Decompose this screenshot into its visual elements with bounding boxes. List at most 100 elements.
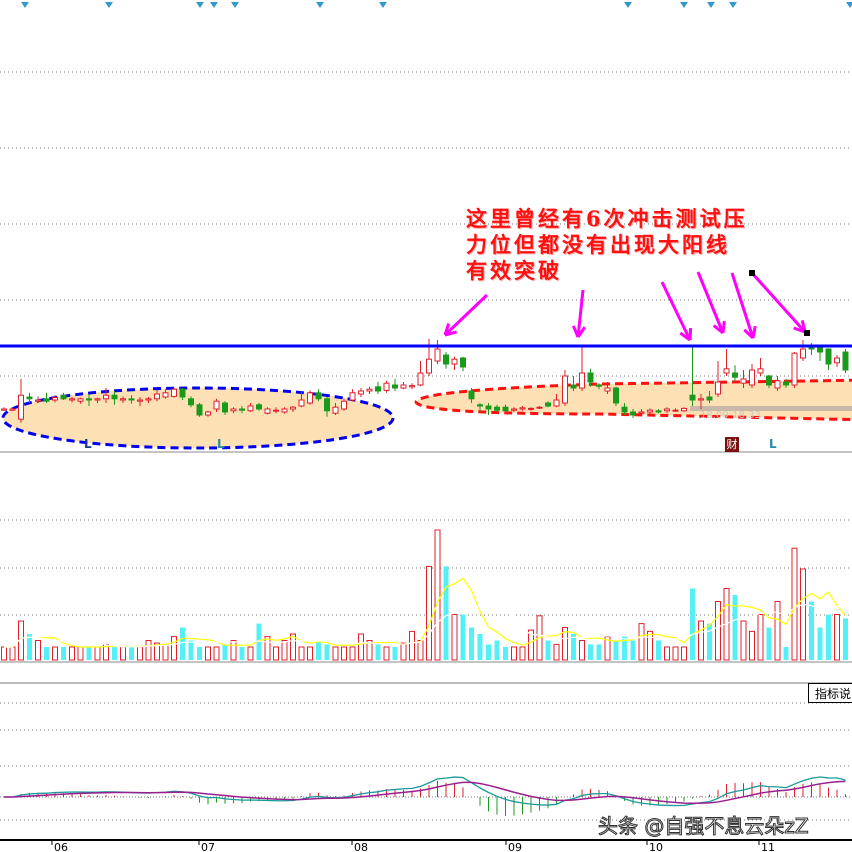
volume-bar-up <box>664 646 670 661</box>
candle-up <box>698 398 704 401</box>
candle-down <box>375 386 381 392</box>
event-diamond-icon <box>707 2 715 8</box>
volume-bar-down <box>596 644 602 660</box>
volume-bar-up <box>638 623 645 661</box>
volume-bar-up <box>52 646 58 661</box>
candle-down <box>188 398 194 406</box>
volume-bar-up <box>298 646 305 661</box>
candle-up <box>553 399 560 407</box>
candle-down <box>621 406 628 413</box>
volume-ma10-line <box>4 603 846 648</box>
event-diamond-icon <box>196 2 204 8</box>
candle-down <box>817 347 823 353</box>
candle-down <box>86 398 92 401</box>
arrow-icon <box>730 272 755 339</box>
annotation-text: 这里曾经有6次冲击测试压 力位但都没有出现大阳线 有效突破 <box>466 206 748 283</box>
candle-down <box>689 394 696 401</box>
volume-bar-up <box>137 646 143 661</box>
volume-bar-down <box>766 627 772 660</box>
arrow-icon <box>696 271 725 334</box>
candle-up <box>434 348 441 362</box>
volume-bar-up <box>681 646 687 661</box>
indicator-explain-button[interactable]: 指标说 <box>808 683 852 703</box>
event-diamond-icon <box>21 2 29 8</box>
volume-bar-up <box>120 646 126 661</box>
volume-bar-down <box>180 627 185 660</box>
candle-up <box>800 348 806 359</box>
volume-bar-up <box>791 547 798 661</box>
month-label: 06 <box>54 841 68 852</box>
candle-down <box>222 402 228 413</box>
volume-bar-up <box>417 640 424 661</box>
volume-bar-up <box>774 601 781 661</box>
candle-up <box>519 407 526 410</box>
arrow-icon <box>443 293 489 337</box>
candle-up <box>562 375 568 404</box>
volume-bar-up <box>77 646 84 661</box>
volume-bar-down <box>817 627 823 660</box>
candle-down <box>485 405 492 410</box>
candle-down <box>443 354 449 365</box>
volume-bar-down <box>197 647 202 660</box>
candle-up <box>145 398 152 401</box>
volume-bar-down <box>809 601 814 660</box>
event-diamond-icon <box>210 2 218 8</box>
volume-bar-up <box>162 643 169 661</box>
volume-series <box>1 529 848 661</box>
candle-up <box>154 393 160 400</box>
macd-dea-line <box>4 780 846 805</box>
volume-bar-up <box>205 646 211 661</box>
volume-bar-up <box>383 646 390 661</box>
volume-bar-down <box>732 595 738 660</box>
volume-bar-down <box>86 647 92 660</box>
candle-up <box>35 399 41 402</box>
volume-bar-down <box>375 644 381 660</box>
volume-bar-down <box>545 640 551 660</box>
candle-up <box>400 384 407 389</box>
candle-up <box>307 392 313 404</box>
watermark: 头条 @自强不息云朵zZ <box>598 814 810 839</box>
candle-down <box>111 394 118 400</box>
candle-down <box>613 387 619 404</box>
volume-bar-down <box>256 623 262 660</box>
volume-bar-up <box>528 629 534 661</box>
volume-bar-down <box>630 640 636 660</box>
volume-bar-up <box>307 646 313 661</box>
volume-bar-up <box>672 646 679 661</box>
arrow-icon <box>750 271 807 334</box>
candle-up <box>137 399 143 402</box>
volume-bar-down <box>588 644 593 660</box>
event-diamond-icon <box>624 2 632 8</box>
candle-down <box>256 404 262 410</box>
volume-bar-down <box>494 640 500 660</box>
candle-down <box>825 348 832 365</box>
volume-bar-up <box>171 636 177 661</box>
candle-up <box>604 387 611 392</box>
candle-up <box>77 398 84 402</box>
volume-bar-down <box>44 647 49 660</box>
candle-up <box>791 352 798 386</box>
volume-bar-up <box>349 646 356 661</box>
candle-up <box>536 406 543 409</box>
candle-down <box>477 404 483 407</box>
macd-series <box>4 776 846 817</box>
arrow-head-icon <box>688 327 693 341</box>
candle-down <box>842 351 849 371</box>
volume-bar-up <box>145 640 152 661</box>
finance-marker-icon[interactable]: 财 <box>725 437 739 452</box>
volume-bar-down <box>571 634 576 660</box>
volume-bar-up <box>579 640 585 661</box>
arrow-icon <box>660 281 692 341</box>
volume-bar-up <box>400 642 407 661</box>
candle-up <box>426 358 432 374</box>
candle-up <box>341 400 347 410</box>
event-diamond-icon <box>379 2 387 8</box>
volume-bar-up <box>273 646 279 661</box>
candle-down <box>392 384 398 389</box>
candle-down <box>494 406 500 411</box>
candle-up <box>579 372 585 389</box>
volume-bar-up <box>264 636 271 661</box>
marker-square-icon <box>749 270 755 276</box>
event-diamond-icon <box>680 2 688 8</box>
